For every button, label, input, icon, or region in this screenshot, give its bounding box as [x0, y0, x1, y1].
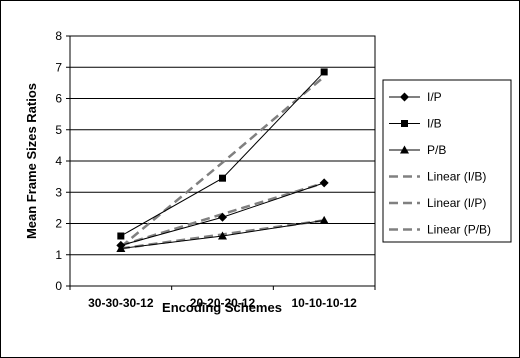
data-point-i-b — [117, 232, 125, 240]
y-tick-label: 3 — [55, 185, 62, 199]
y-tick-label: 6 — [55, 92, 62, 106]
data-point-i-b — [219, 174, 226, 182]
legend-marker — [400, 92, 409, 102]
data-point-p-b — [218, 231, 227, 240]
legend-label: Linear (P/B) — [427, 223, 491, 237]
legend-marker — [400, 145, 409, 154]
y-tick-label: 2 — [55, 217, 62, 231]
data-point-i-p — [319, 178, 329, 188]
data-series — [116, 68, 329, 252]
x-axis-title: Encoding Schemes — [162, 300, 282, 315]
data-point-p-b — [319, 215, 329, 224]
legend-marker — [401, 120, 408, 127]
x-tick-label: 20-20-20-12 — [190, 296, 256, 310]
legend-label: Linear (I/P) — [427, 196, 486, 210]
y-tick-label: 4 — [55, 154, 62, 168]
y-axis: 0 1 2 3 4 5 6 7 8 — [55, 29, 70, 293]
y-tick-label: 7 — [55, 60, 62, 74]
gridlines — [70, 66, 375, 256]
y-tick-label: 1 — [55, 248, 62, 262]
legend-item-i-b: I/B — [389, 117, 442, 131]
legend-box — [382, 79, 512, 243]
x-axis: 30-30-30-12 20-20-20-12 10-10-10-12 — [69, 286, 376, 310]
x-tick-label: 30-30-30-12 — [88, 296, 154, 310]
y-tick-label: 5 — [55, 123, 62, 137]
series-i-b — [117, 68, 328, 240]
series-p-b — [116, 215, 329, 252]
legend-label: I/B — [427, 117, 442, 131]
data-point-p-b — [116, 244, 126, 252]
legend-item-linear-i-p: Linear (I/P) — [389, 196, 486, 210]
x-tick-label: 10-10-10-12 — [291, 296, 357, 310]
y-tick-label: 0 — [55, 279, 62, 293]
trendline-linear-i-b — [120, 75, 325, 248]
legend-label: P/B — [427, 143, 446, 157]
legend-label: Linear (I/B) — [427, 170, 486, 184]
y-axis-title: Mean Frame Sizes Ratios — [24, 83, 39, 239]
legend-item-p-b: P/B — [389, 143, 446, 157]
legend-item-linear-i-b: Linear (I/B) — [389, 170, 486, 184]
data-point-i-b — [320, 68, 328, 76]
legend-item-linear-p-b: Linear (P/B) — [389, 223, 491, 237]
y-tick-label: 8 — [55, 29, 62, 43]
legend-item-i-p: I/P — [389, 90, 442, 104]
legend-label: I/P — [427, 90, 442, 104]
data-point-i-p — [218, 212, 227, 222]
legend: I/P I/B P/B Linear (I/B) Linear (I/P) Linear … — [382, 79, 512, 243]
